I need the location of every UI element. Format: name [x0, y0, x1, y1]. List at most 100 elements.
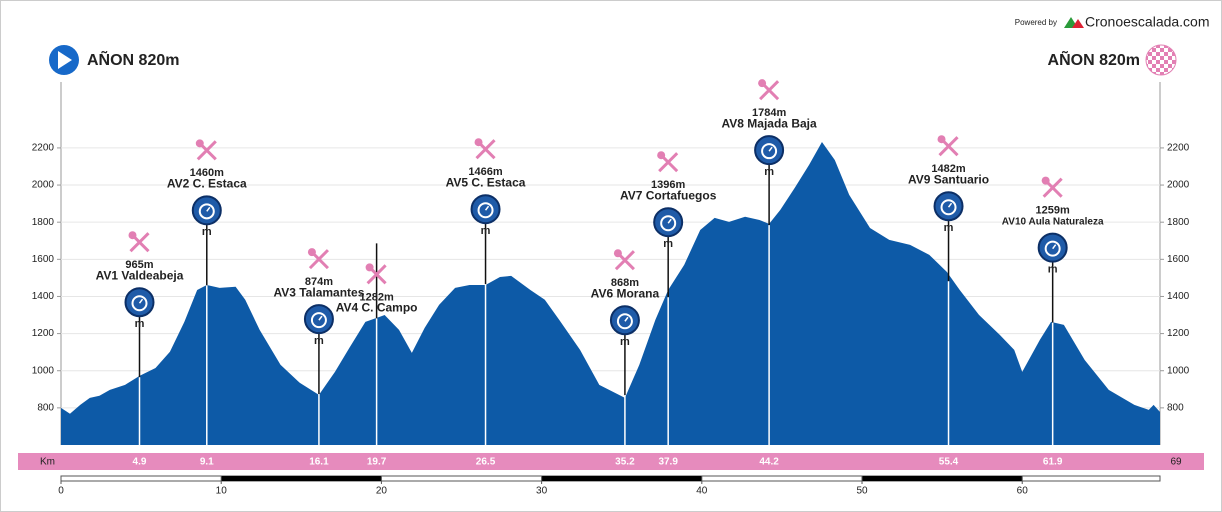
y-tick-label: 1200 — [1167, 328, 1190, 339]
waypoint-name: AV10 Aula Naturaleza — [1002, 216, 1104, 227]
stopwatch-hand — [768, 146, 773, 152]
waypoint-elevation: 1466m — [468, 166, 502, 178]
waypoint-elevation: 1282m — [359, 291, 393, 303]
knife — [366, 264, 387, 285]
stopwatch-face — [660, 215, 677, 232]
food-icon — [365, 263, 387, 285]
waypoint-km: 37.9 — [658, 457, 678, 468]
y-tick-label: 1400 — [32, 291, 55, 302]
km-label: Km — [40, 457, 55, 468]
finish-icon — [1145, 44, 1177, 76]
start-label: AÑON 820m — [87, 49, 179, 69]
waypoint-km: 61.9 — [1043, 457, 1063, 468]
stopwatch-hand — [947, 202, 953, 208]
food-tip — [365, 263, 374, 272]
knife — [129, 232, 150, 253]
waypoint-name: AV8 Majada Baja — [722, 116, 817, 130]
waypoint-elevation: 1259m — [1036, 205, 1070, 217]
waypoint-km: 55.4 — [939, 457, 959, 468]
y-tick-label: 1000 — [32, 365, 55, 376]
waypoint-name: AV5 C. Estaca — [446, 175, 526, 189]
y-tick-label: 2200 — [32, 143, 55, 154]
food-tip — [195, 139, 204, 148]
stopwatch-face — [616, 313, 633, 330]
knife — [475, 139, 496, 160]
stopwatch-hand — [138, 298, 144, 304]
stopwatch-face — [477, 202, 494, 219]
icon-caption: m — [481, 225, 491, 237]
waypoint-elevation: 868m — [611, 277, 639, 289]
x-tick-label: 20 — [376, 486, 388, 497]
food-tip — [1041, 176, 1050, 185]
stopwatch-face — [940, 199, 957, 216]
brand-logo — [1064, 17, 1084, 28]
waypoint-name: AV6 Morana — [591, 286, 660, 300]
y-tick-label: 1400 — [1167, 291, 1190, 302]
stopwatch-hand — [624, 316, 629, 322]
x-tick-label: 60 — [1017, 486, 1029, 497]
waypoint-km: 19.7 — [367, 457, 387, 468]
scale-bar — [60, 475, 1161, 482]
icon-caption: m — [764, 166, 774, 178]
finish-label: AÑON 820m — [1048, 49, 1140, 69]
y-tick-label: 800 — [37, 403, 54, 414]
km-bar — [18, 453, 1204, 470]
waypoint-km: 4.9 — [133, 457, 147, 468]
x-tick-label: 50 — [856, 486, 868, 497]
waypoint-km: 16.1 — [309, 457, 329, 468]
knife — [1042, 177, 1063, 198]
food-tip — [937, 135, 946, 144]
food-tip — [758, 79, 767, 88]
waypoint-km: 44.2 — [759, 457, 779, 468]
waypoint-name: AV2 C. Estaca — [167, 176, 247, 190]
food-tip — [474, 138, 483, 147]
stopwatch-face — [198, 203, 215, 220]
waypoint-name: AV7 Cortafuegos — [620, 188, 717, 202]
waypoint-km: 26.5 — [476, 457, 496, 468]
waypoint-name: AV3 Talamantes — [273, 285, 364, 299]
waypoint-name: AV9 Santuario — [908, 172, 989, 186]
food-icon — [937, 135, 959, 157]
x-tick-label: 0 — [58, 486, 64, 497]
powered-by: Powered by — [1015, 18, 1057, 27]
stopwatch-face — [1044, 240, 1061, 257]
waypoint-km: 35.2 — [615, 457, 635, 468]
waypoint-elevation: 1482m — [931, 163, 965, 175]
y-tick-label: 1800 — [1167, 217, 1190, 228]
food-tip — [657, 151, 666, 160]
stopwatch-face — [761, 143, 778, 160]
waypoint-elevation: 1784m — [752, 107, 786, 119]
knife — [658, 152, 679, 173]
knife — [938, 136, 959, 157]
scale-segment — [862, 476, 1023, 481]
x-tick-label: 30 — [536, 486, 548, 497]
knife — [759, 80, 780, 101]
stopwatch-hand — [484, 205, 490, 211]
food-tip — [128, 231, 137, 240]
stopwatch-face — [310, 312, 327, 329]
food-icon — [758, 79, 780, 101]
food-tip — [307, 248, 316, 257]
food-icon — [195, 139, 217, 161]
stopwatch-face — [131, 295, 148, 312]
waypoint-elevation: 874m — [305, 276, 333, 288]
y-tick-label: 1600 — [1167, 254, 1190, 265]
y-tick-label: 2200 — [1167, 143, 1190, 154]
stopwatch-hand — [318, 315, 323, 321]
scale-segment — [221, 476, 382, 481]
food-icon — [657, 151, 679, 173]
brand: Cronoescalada.com — [1085, 14, 1210, 30]
stopwatch-hand — [206, 206, 211, 212]
food-tip — [613, 249, 622, 258]
icon-caption: m — [202, 226, 212, 238]
icon-caption: m — [944, 222, 954, 234]
food-icon — [307, 248, 329, 270]
y-tick-label: 1000 — [1167, 365, 1190, 376]
waypoint-name: AV4 C. Campo — [336, 301, 418, 315]
icon-caption: m — [314, 335, 324, 347]
